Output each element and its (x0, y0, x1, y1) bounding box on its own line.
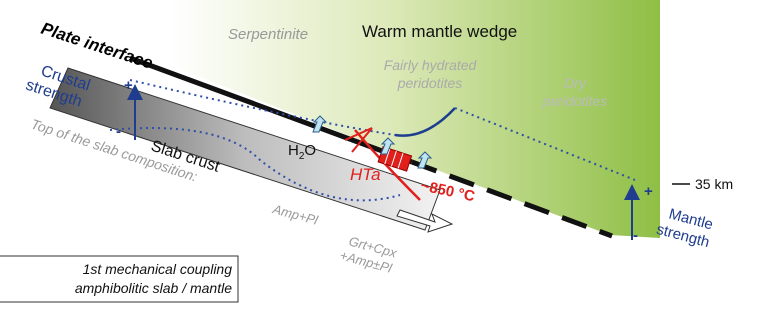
amp-pl-label: Amp+Pl (270, 201, 320, 228)
minus-sign: - (633, 227, 638, 244)
minus-sign: - (116, 123, 121, 140)
mantle-strength-label: Mantlestrength (655, 203, 716, 251)
grt-label: Grt+Cpx+Amp±Pl (338, 232, 398, 276)
plus-sign: + (124, 77, 133, 94)
plate-interface-label: Plate interface (39, 19, 155, 73)
serpentinite-label: Serpentinite (228, 26, 308, 43)
wedge-title: Warm mantle wedge (362, 22, 517, 41)
hta-label: HTa (350, 165, 381, 184)
plus-sign: + (644, 183, 653, 200)
diagram: Plate interface Serpentinite Warm mantle… (0, 0, 765, 317)
depth-label: 35 km (695, 176, 733, 192)
